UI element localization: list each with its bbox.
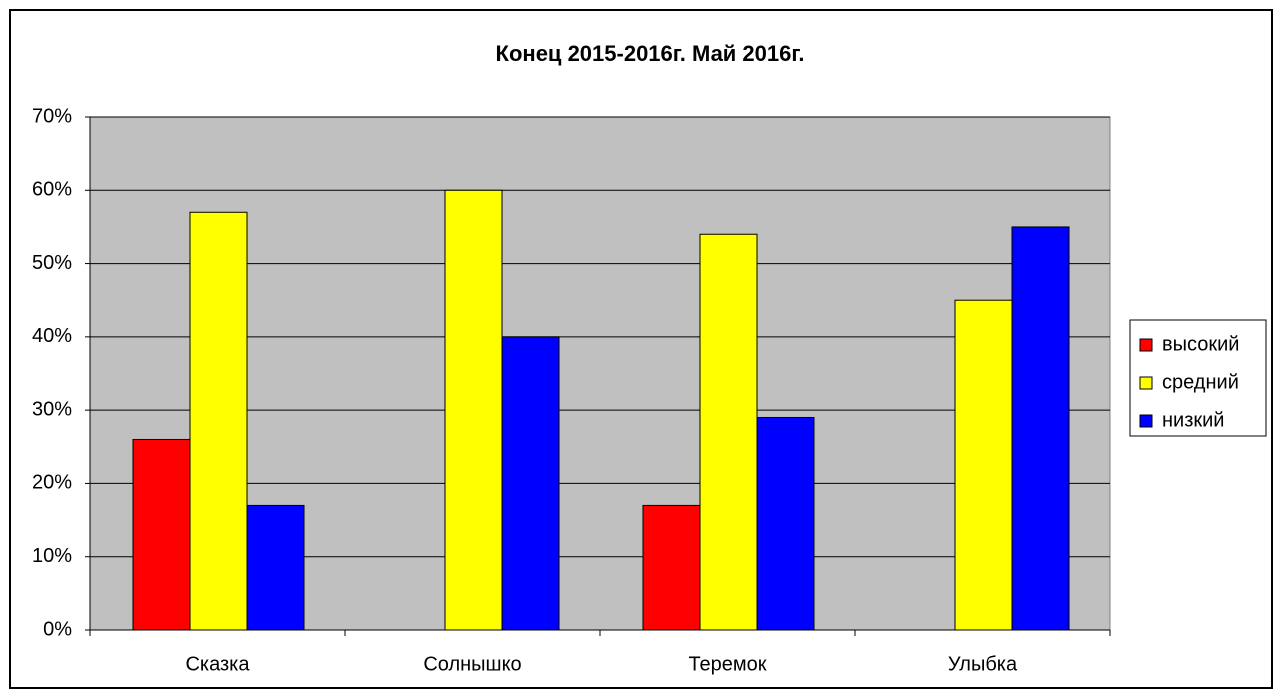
y-tick-label: 10% [32, 545, 72, 567]
bar [501, 336, 560, 631]
x-tick-label: Теремок [688, 653, 766, 675]
bar [954, 299, 1013, 631]
y-tick-label: 50% [32, 252, 72, 274]
x-tick-label: Солнышко [423, 653, 521, 675]
bar [246, 504, 305, 631]
y-tick-label: 30% [32, 398, 72, 420]
legend-label: низкий [1162, 409, 1224, 431]
bar [189, 211, 248, 631]
legend-swatch [1139, 414, 1153, 428]
legend-label: средний [1162, 371, 1239, 393]
legend-swatch [1139, 338, 1153, 352]
y-tick-label: 70% [32, 105, 72, 127]
legend-swatch [1139, 376, 1153, 390]
bar [642, 504, 701, 631]
bar [699, 233, 758, 631]
chart-title: Конец 2015-2016г. Май 2016г. [496, 41, 805, 66]
y-tick-label: 20% [32, 472, 72, 494]
x-tick-label: Сказка [185, 653, 250, 675]
y-tick-label: 40% [32, 325, 72, 347]
legend-label: высокий [1162, 333, 1239, 355]
x-tick-label: Улыбка [948, 653, 1018, 675]
legend-box [1129, 319, 1267, 437]
bar [132, 438, 191, 631]
bar [1011, 226, 1070, 631]
y-tick-label: 60% [32, 179, 72, 201]
bar [444, 189, 503, 631]
bar [756, 416, 815, 631]
y-tick-label: 0% [43, 618, 72, 640]
